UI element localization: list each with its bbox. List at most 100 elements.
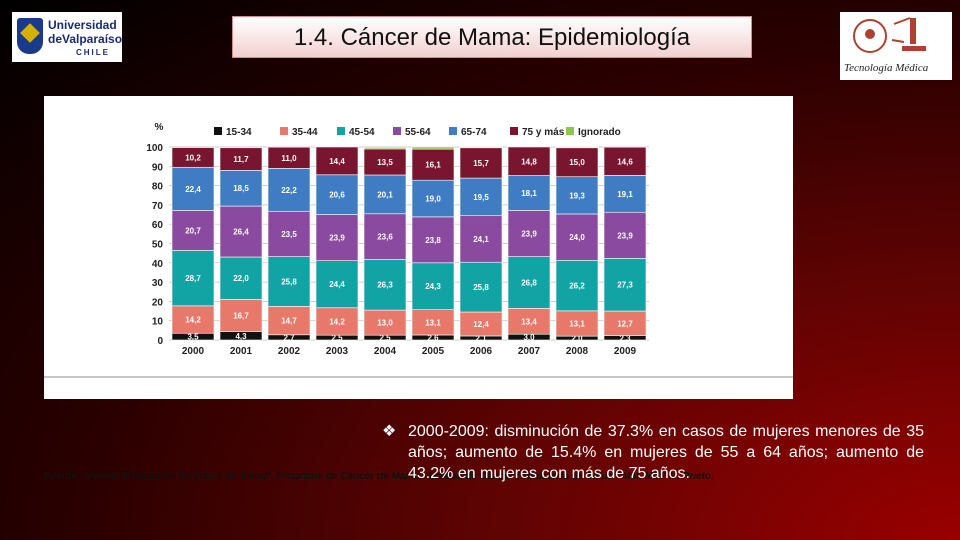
data-label: 20,6 (329, 191, 345, 200)
data-label: 2,6 (427, 333, 439, 342)
logo-right-text: Tecnología Médica (844, 62, 929, 74)
data-label: 18,5 (233, 184, 249, 193)
data-label: 19,0 (425, 195, 441, 204)
bar-segment (363, 309, 407, 336)
data-label: 25,8 (473, 283, 489, 292)
logo-line3: CHILE (76, 48, 110, 57)
data-label: 2,3 (619, 334, 631, 343)
data-label: 14,2 (185, 316, 201, 325)
bar-segment (219, 170, 263, 207)
x-tick-label: 2005 (422, 346, 445, 357)
bar-segment (507, 146, 551, 176)
data-label: 20,7 (185, 226, 201, 235)
tecnologia-medica-logo: Tecnología Médica (840, 12, 952, 80)
data-label: 23,9 (617, 231, 633, 240)
data-label: 22,2 (281, 186, 297, 195)
legend-swatch (510, 127, 518, 135)
bar-segment (459, 146, 503, 149)
data-label: 16,7 (233, 312, 249, 321)
data-label: 2,1 (475, 334, 487, 343)
bar-segment (219, 256, 263, 300)
y-tick-label: 50 (152, 240, 164, 251)
bar-segment (555, 213, 599, 261)
bar-segment (555, 310, 599, 337)
y-tick-label: 90 (152, 162, 164, 173)
chart-source: Fuente: Informe Evaluación Servicios de … (44, 471, 714, 482)
bar-segment (411, 262, 455, 310)
legend-label: 35-44 (292, 127, 318, 138)
bar-segment (219, 299, 263, 333)
data-label: 14,7 (281, 317, 297, 326)
legend-swatch (280, 127, 288, 135)
data-label: 15,0 (569, 158, 585, 167)
data-label: 24,4 (329, 280, 345, 289)
bar-segment (315, 174, 359, 215)
bar-segment (411, 179, 455, 218)
bar-segment (315, 260, 359, 309)
data-label: 13,1 (569, 319, 585, 328)
bullet-point: ❖ 2000-2009: disminución de 37.3% en cas… (382, 421, 924, 484)
bar-segment (315, 146, 359, 176)
bar-segment (363, 148, 407, 176)
data-label: 2,5 (379, 334, 391, 343)
data-label: 11,0 (281, 154, 297, 163)
bar-segment (411, 309, 455, 336)
bar-segment (603, 258, 647, 312)
y-tick-label: 40 (152, 259, 164, 270)
bar-segment (603, 211, 647, 259)
data-label: 11,7 (233, 155, 249, 164)
university-logo: Universidad deValparaíso CHILE (12, 12, 122, 62)
y-tick-label: 100 (146, 143, 163, 154)
bar-segment (411, 146, 455, 150)
bar-segment (555, 176, 599, 215)
data-label: 26,4 (233, 228, 249, 237)
data-label: 14,8 (521, 157, 537, 166)
bullet-text: 2000-2009: disminución de 37.3% en casos… (408, 423, 924, 482)
data-label: 13,5 (377, 158, 393, 167)
y-axis-label: % (155, 122, 164, 133)
y-tick-label: 0 (157, 336, 163, 347)
y-tick-label: 30 (152, 278, 164, 289)
x-tick-label: 2009 (614, 346, 637, 357)
x-tick-label: 2006 (470, 346, 493, 357)
data-label: 24,0 (569, 233, 585, 242)
x-tick-label: 2002 (278, 346, 301, 357)
bar-segment (171, 305, 215, 334)
bar-segment (171, 210, 215, 251)
data-label: 3,0 (523, 333, 535, 342)
legend-label: 75 y más (522, 127, 565, 138)
stacked-bar-chart: 0 10 20 30 40 50 60 70 80 90 100% 15-34 35-44 45-54 55… (44, 122, 793, 378)
bar-segment (219, 205, 263, 258)
data-label: 2,0 (571, 334, 583, 343)
bar-segment (411, 216, 455, 264)
x-tick-label: 2004 (374, 346, 397, 357)
bar-segment (555, 147, 599, 178)
legend-label: 15-34 (226, 127, 252, 138)
data-label: 23,9 (329, 234, 345, 243)
data-label: 24,3 (425, 282, 441, 291)
data-label: 23,6 (377, 233, 393, 242)
bar-segment (603, 146, 647, 176)
data-label: 14,4 (329, 157, 345, 166)
bar-segment (267, 146, 311, 169)
data-label: 22,0 (233, 274, 249, 283)
x-tick-label: 2003 (326, 346, 349, 357)
data-label: 14,2 (329, 317, 345, 326)
data-label: 16,1 (425, 161, 441, 170)
data-label: 28,7 (185, 274, 201, 283)
bar-segment (267, 168, 311, 212)
y-tick-label: 70 (152, 201, 164, 212)
data-label: 3,5 (187, 333, 199, 342)
bar-segment (219, 147, 263, 171)
legend-label: Ignorado (578, 127, 621, 138)
bar-segment (555, 146, 599, 149)
bar-segment (459, 177, 503, 217)
data-label: 22,4 (185, 185, 201, 194)
data-label: 25,8 (281, 278, 297, 287)
data-label: 14,6 (617, 157, 633, 166)
logo-line2: deValparaíso (48, 32, 123, 46)
legend-label: 65-74 (461, 127, 487, 138)
data-label: 4,3 (235, 332, 247, 341)
data-label: 23,9 (521, 230, 537, 239)
legend-label: 45-54 (349, 127, 375, 138)
